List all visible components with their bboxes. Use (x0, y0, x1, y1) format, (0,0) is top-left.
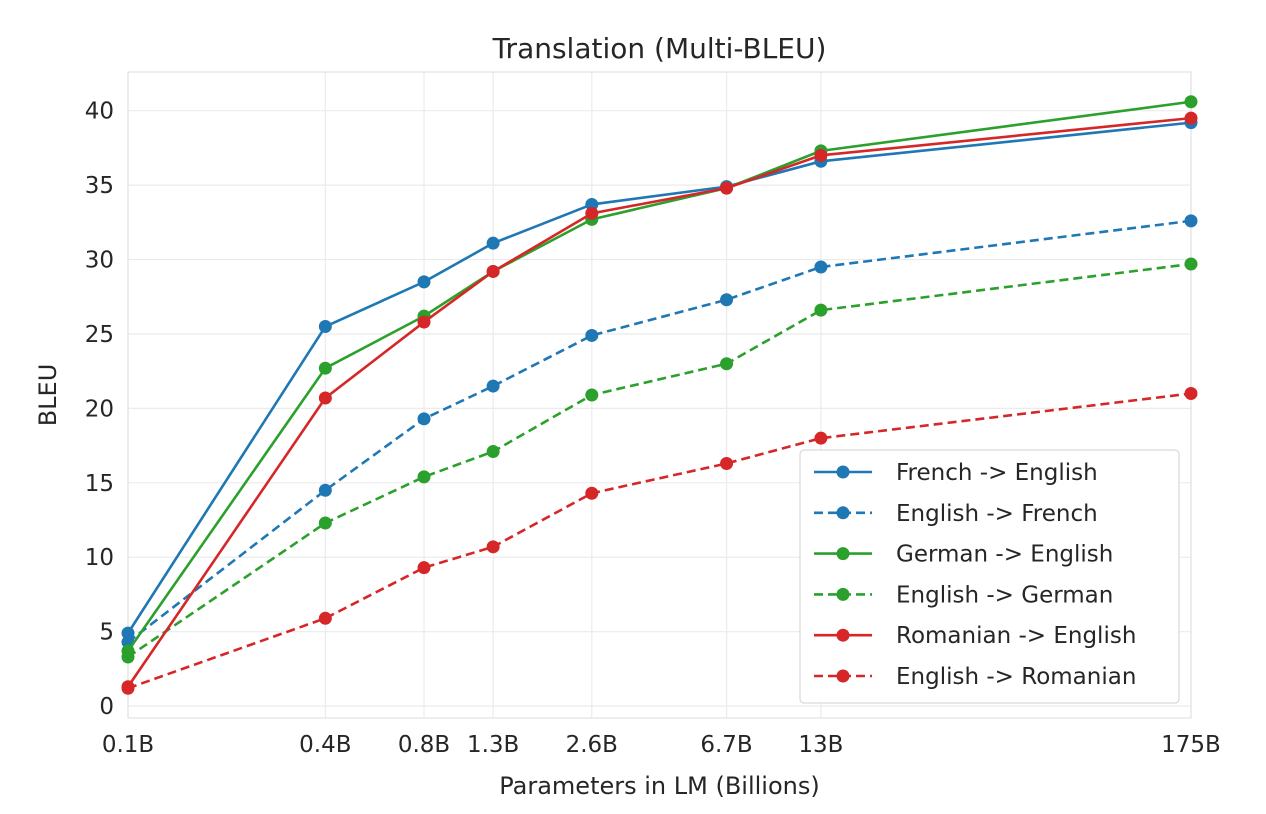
x-tick-label: 13B (798, 732, 843, 758)
x-tick-label: 2.6B (566, 732, 618, 758)
data-point (486, 264, 500, 278)
data-point (121, 626, 135, 640)
series-line (126, 100, 1192, 652)
legend-marker (836, 669, 850, 683)
data-point (318, 320, 332, 334)
y-tick-label: 35 (85, 173, 114, 199)
legend-item: German -> English (814, 542, 1113, 568)
legend-box (799, 449, 1180, 704)
data-point (486, 540, 500, 554)
series-line (127, 262, 1192, 659)
series-3 (121, 257, 1198, 664)
data-point (585, 206, 599, 220)
data-point (318, 611, 332, 625)
data-point (585, 328, 599, 342)
data-point (585, 197, 599, 211)
data-point (720, 357, 734, 371)
y-tick-label: 25 (85, 322, 114, 348)
data-point (585, 486, 599, 500)
data-point (318, 516, 332, 530)
x-tick-label: 1.3B (467, 732, 519, 758)
legend-marker (836, 465, 850, 479)
data-point (417, 561, 431, 575)
series-5 (121, 387, 1198, 695)
data-point (486, 236, 500, 250)
data-point (1184, 111, 1198, 125)
x-tick-label: 0.1B (102, 732, 154, 758)
legend-item: Romanian -> English (814, 623, 1136, 649)
data-point (1184, 95, 1198, 109)
data-point (486, 379, 500, 393)
data-point (814, 431, 828, 445)
series-1 (121, 214, 1198, 649)
y-axis-title: BLEU (34, 364, 62, 427)
legend-label: English -> French (896, 501, 1098, 527)
series-line (126, 121, 1192, 634)
grid (127, 72, 1192, 718)
data-point (720, 181, 734, 195)
x-tick-label: 0.4B (299, 732, 351, 758)
data-point (1184, 257, 1198, 271)
data-point (814, 148, 828, 162)
y-tick-label: 5 (99, 620, 114, 646)
series-line (127, 392, 1192, 690)
y-tick-label: 10 (85, 545, 114, 571)
legend-item: French -> English (814, 460, 1098, 486)
data-point (121, 681, 135, 695)
x-axis-title: Parameters in LM (Billions) (499, 772, 819, 800)
y-tick-label: 30 (85, 248, 114, 274)
y-tick-label: 20 (85, 396, 114, 422)
data-point (318, 483, 332, 497)
legend-marker (836, 587, 850, 601)
legend-label: French -> English (896, 460, 1098, 486)
data-point (1184, 214, 1198, 228)
data-point (486, 445, 500, 459)
legend-marker (836, 547, 850, 561)
series-line (126, 116, 1192, 688)
legend-item: English -> French (814, 501, 1098, 527)
series-layer (121, 95, 1198, 695)
legend-label: German -> English (896, 542, 1113, 568)
legend-marker (836, 628, 850, 642)
data-point (720, 293, 734, 307)
legend-item: English -> Romanian (814, 664, 1136, 690)
data-point (1184, 387, 1198, 401)
data-point (814, 260, 828, 274)
data-point (121, 650, 135, 664)
data-point (417, 470, 431, 484)
x-tick-label: 175B (1161, 732, 1221, 758)
tick-labels: 0.1B 0.4B 0.8B 1.3B 2.6B 6.7B 13B 175B 0 5 10 15 20 2… (85, 99, 1221, 758)
x-tick-label: 6.7B (700, 732, 752, 758)
series-line (127, 219, 1192, 644)
legend: French -> English English -> French German… (799, 449, 1180, 704)
legend-marker (836, 506, 850, 520)
legend-label: English -> German (896, 582, 1113, 608)
data-point (720, 456, 734, 470)
y-tick-label: 40 (85, 99, 114, 125)
y-tick-label: 0 (99, 694, 114, 720)
x-tick-label: 0.8B (398, 732, 450, 758)
data-point (417, 315, 431, 329)
data-point (318, 361, 332, 375)
data-point (318, 391, 332, 405)
legend-item: English -> German (814, 582, 1113, 608)
legend-label: English -> Romanian (896, 664, 1136, 690)
y-tick-label: 15 (85, 471, 114, 497)
legend-label: Romanian -> English (896, 623, 1136, 649)
data-point (417, 412, 431, 426)
data-point (814, 303, 828, 317)
chart-title: Translation (Multi-BLEU) (492, 32, 827, 65)
data-point (417, 275, 431, 289)
data-point (585, 388, 599, 402)
